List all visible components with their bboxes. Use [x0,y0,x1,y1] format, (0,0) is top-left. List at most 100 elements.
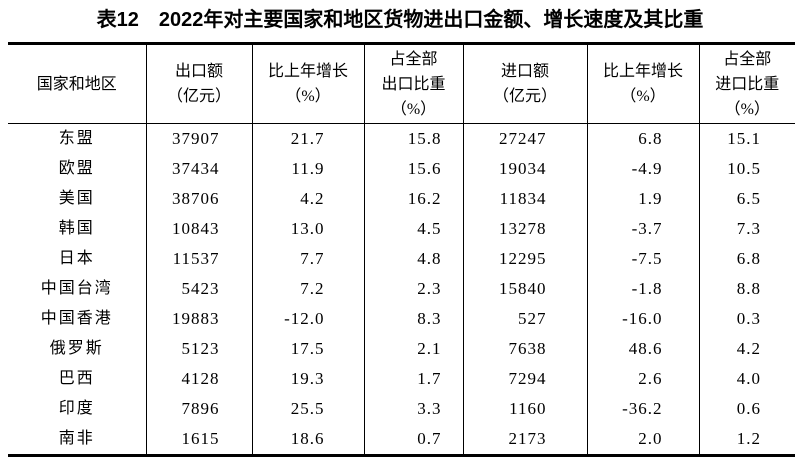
cell-export-value: 4128 [145,364,252,394]
header-row: 国家和地区 出口额 （亿元） 比上年增长 （%） 占全部 出口比重 （%） 进口… [8,43,795,124]
cell-import-value: 19034 [462,154,587,184]
trade-table: 国家和地区 出口额 （亿元） 比上年增长 （%） 占全部 出口比重 （%） 进口… [8,42,795,457]
cell-export-value: 5423 [145,274,252,304]
header-line: （%） [620,88,666,105]
cell-region: 俄罗斯 [49,340,104,357]
cell-export-growth: 21.7 [251,123,364,154]
cell-import-value: 2173 [462,424,587,456]
table-title-text: 2022年对主要国家和地区货物进出口金额、增长速度及其比重 [158,9,704,31]
cell-import-value: 7294 [462,364,587,394]
cell-export-share: 15.8 [363,123,463,154]
cell-region: 巴西 [58,370,95,387]
cell-export-growth: 4.2 [251,184,364,214]
header-line: （%） [724,100,770,118]
header-line: 占全部 [389,50,438,68]
table-row: 东盟 37907 21.7 15.8 27247 6.8 15.1 [8,123,795,154]
cell-export-share: 4.8 [363,244,463,274]
cell-import-share: 10.5 [698,154,795,184]
cell-import-growth: 2.6 [586,364,699,394]
table-row: 印度 7896 25.5 3.3 1160 -36.2 0.6 [8,394,795,424]
cell-import-growth: -1.8 [586,274,699,304]
cell-export-growth: 13.0 [251,214,364,244]
cell-export-value: 19883 [145,304,252,334]
page-title: 表12 2022年对主要国家和地区货物进出口金额、增长速度及其比重 [0,7,800,33]
cell-export-share: 16.2 [363,184,463,214]
cell-import-growth: 1.9 [586,184,699,214]
header-line: 出口比重 [381,75,446,93]
cell-export-share: 8.3 [363,304,463,334]
table-row: 欧盟 37434 11.9 15.6 19034 -4.9 10.5 [8,154,795,184]
cell-export-value: 10843 [145,214,252,244]
table-row: 俄罗斯 5123 17.5 2.1 7638 48.6 4.2 [8,334,795,364]
table-row: 中国香港 19883 -12.0 8.3 527 -16.0 0.3 [8,304,795,334]
cell-import-value: 527 [462,304,587,334]
cell-import-growth: 2.0 [586,424,699,456]
cell-region: 印度 [58,400,95,417]
table-body: 东盟 37907 21.7 15.8 27247 6.8 15.1 欧盟 37434 11.9 15… [8,123,795,456]
cell-import-value: 27247 [462,123,587,154]
cell-import-share: 4.2 [698,334,795,364]
header-cell-export-value: 出口额 （亿元） [145,43,252,124]
cell-import-growth: 6.8 [586,123,699,154]
cell-import-growth: -16.0 [586,304,699,334]
table-number-label: 表12 [96,9,139,31]
cell-import-growth: -7.5 [586,244,699,274]
header-line: 出口额 [174,63,223,80]
cell-export-growth: 11.9 [251,154,364,184]
cell-export-value: 11537 [145,244,252,274]
cell-region: 韩国 [58,220,95,237]
cell-export-growth: 7.2 [251,274,364,304]
cell-export-value: 37434 [145,154,252,184]
cell-region: 南非 [58,430,95,447]
cell-import-value: 13278 [462,214,587,244]
table-row: 巴西 4128 19.3 1.7 7294 2.6 4.0 [8,364,795,394]
header-cell-export-growth: 比上年增长 （%） [251,43,364,124]
cell-export-value: 38706 [145,184,252,214]
cell-export-growth: 18.6 [251,424,364,456]
cell-import-share: 7.3 [698,214,795,244]
cell-import-share: 4.0 [698,364,795,394]
cell-export-share: 1.7 [363,364,463,394]
cell-region: 东盟 [58,130,95,147]
header-cell-region: 国家和地区 [8,43,146,124]
header-cell-import-share: 占全部 进口比重 （%） [698,43,795,124]
header-line: 进口额 [500,63,549,80]
cell-import-share: 6.5 [698,184,795,214]
header-cell-import-value: 进口额 （亿元） [462,43,587,124]
cell-export-growth: 17.5 [251,334,364,364]
header-line: 国家和地区 [36,75,117,93]
cell-export-growth: -12.0 [251,304,364,334]
header-line: （亿元） [166,88,231,105]
header-line: 进口比重 [715,75,780,93]
header-line: （%） [390,100,437,118]
cell-export-share: 3.3 [363,394,463,424]
cell-region: 欧盟 [58,160,95,177]
cell-region: 中国台湾 [40,280,113,297]
cell-export-share: 15.6 [363,154,463,184]
cell-region: 美国 [58,190,95,207]
cell-export-growth: 19.3 [251,364,364,394]
header-line: 占全部 [723,50,772,68]
header-cell-import-growth: 比上年增长 （%） [586,43,699,124]
cell-export-value: 1615 [145,424,252,456]
cell-import-growth: -36.2 [586,394,699,424]
cell-export-value: 37907 [145,123,252,154]
table-row: 韩国 10843 13.0 4.5 13278 -3.7 7.3 [8,214,795,244]
cell-export-value: 7896 [145,394,252,424]
cell-export-share: 2.3 [363,274,463,304]
cell-region: 日本 [58,250,95,267]
header-line: （%） [285,88,331,105]
table-row: 美国 38706 4.2 16.2 11834 1.9 6.5 [8,184,795,214]
cell-import-share: 6.8 [698,244,795,274]
cell-import-value: 15840 [462,274,587,304]
cell-import-growth: 48.6 [586,334,699,364]
cell-import-growth: -3.7 [586,214,699,244]
cell-export-growth: 25.5 [251,394,364,424]
table-row: 日本 11537 7.7 4.8 12295 -7.5 6.8 [8,244,795,274]
cell-import-share: 8.8 [698,274,795,304]
cell-region: 中国香港 [40,310,113,327]
cell-import-value: 1160 [462,394,587,424]
header-line: （亿元） [492,88,557,105]
cell-export-share: 2.1 [363,334,463,364]
